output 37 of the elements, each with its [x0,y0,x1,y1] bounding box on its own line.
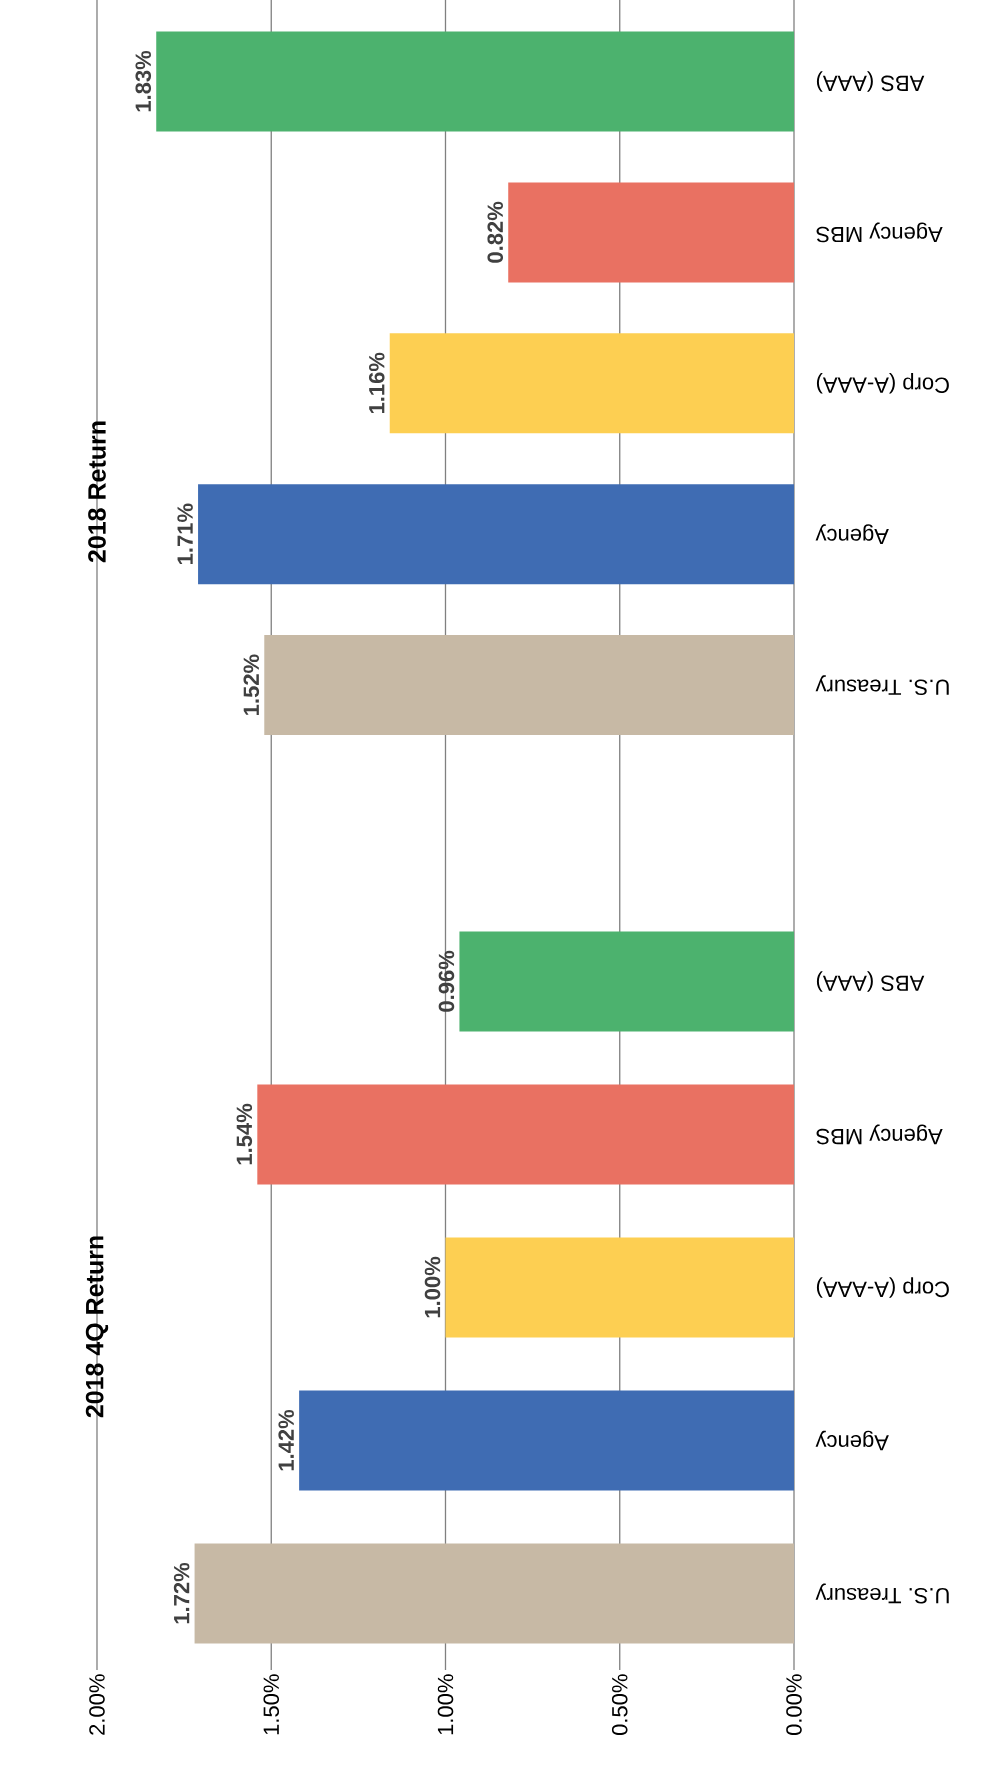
y-tick-label: U.S. Treasury [815,675,949,696]
bar [198,484,794,585]
x-tick-label: 0.50% [611,1674,628,1736]
x-tick-label: 2.00% [89,1674,105,1735]
y-tick-label: Agency MBS [816,1124,943,1145]
text: 2018 Return [88,421,106,563]
data-label: 1.52% [243,654,260,715]
data-label: 0.82% [487,201,504,263]
data-label: 1.00% [424,1256,441,1318]
bar [445,1237,794,1338]
data-label: 1.71% [177,503,193,565]
y-tick-label: U.S. Treasury [815,1583,949,1604]
data-label: 1.83% [135,50,152,112]
data-label: 1.72% [173,1562,190,1624]
bar [194,1543,794,1644]
x-tick-label: 0.00% [786,1674,802,1736]
y-tick-label: ABS (AAA) [816,71,925,92]
data-label: 1.16% [368,352,385,414]
y-tick-label: Agency [815,1430,889,1451]
data-label: 1.54% [236,1103,253,1165]
text: 2018 4Q Return [85,1236,109,1418]
y-tick-label: ABS (AAA) [816,971,925,992]
data-label: 0.96% [438,950,455,1012]
bar [389,333,794,434]
y-tick-label: Agency [815,524,889,545]
x-tick-label: 1.50% [263,1674,280,1735]
bar [459,931,794,1032]
x-tick-label: 1.00% [437,1674,454,1735]
bar [299,1390,794,1491]
bar [264,635,794,736]
bar [508,182,794,283]
y-tick-label: Agency MBS [816,222,943,243]
bar [156,31,794,132]
y-tick-label: Corp (A-AAA) [816,373,949,394]
bar [257,1084,794,1185]
data-label: 1.42% [278,1409,294,1471]
y-tick-label: Corp (A-AAA) [816,1277,949,1298]
